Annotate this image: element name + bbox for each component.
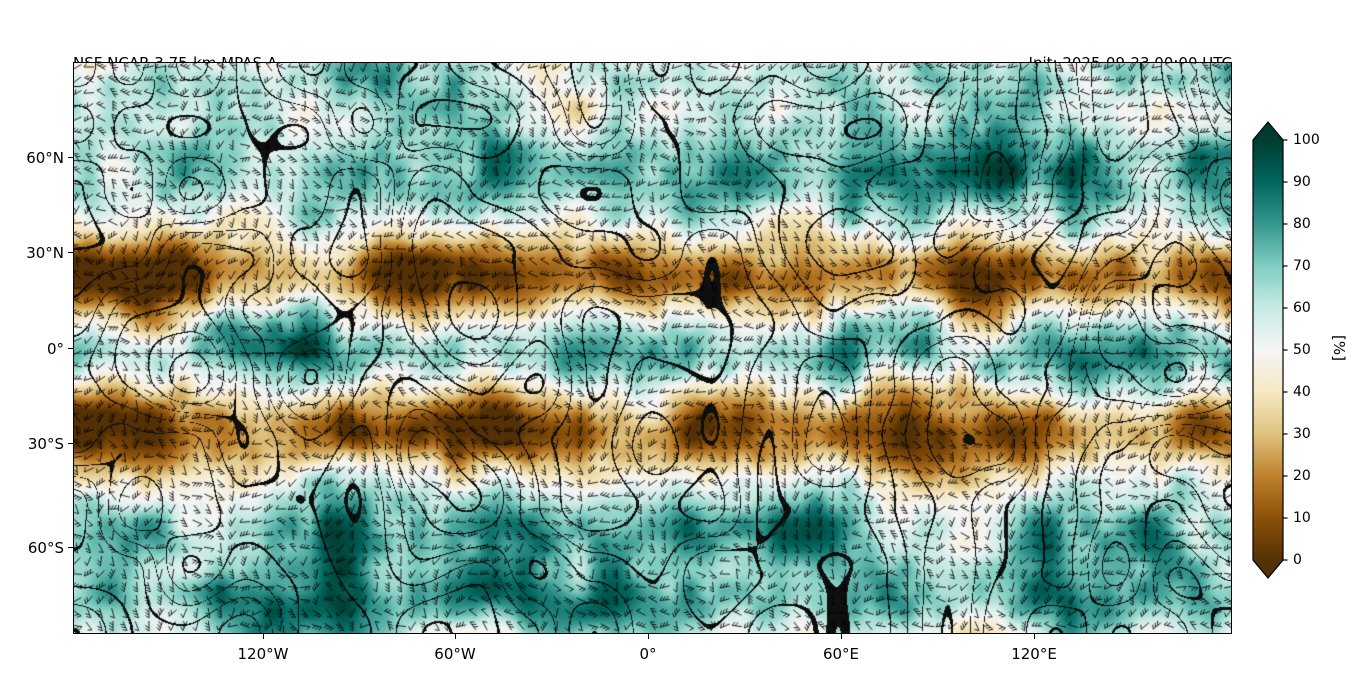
colorbar-tick-label: 80 xyxy=(1293,216,1311,232)
colorbar-tick-label: 10 xyxy=(1293,510,1311,526)
y-tick-mark xyxy=(68,443,73,444)
colorbar-tick-label: 20 xyxy=(1293,468,1311,484)
y-tick-mark xyxy=(68,252,73,253)
x-tick-mark xyxy=(841,634,842,639)
x-tick-label-60e: 60°E xyxy=(822,645,860,663)
x-tick-label-120w: 120°W xyxy=(237,645,289,663)
colorbar-gradient xyxy=(1252,121,1284,579)
x-tick-mark xyxy=(263,634,264,639)
y-tick-label-30n: 30°N xyxy=(26,244,64,262)
y-tick-mark xyxy=(68,348,73,349)
y-tick-mark xyxy=(68,547,73,548)
colorbar-tick-label: 40 xyxy=(1293,384,1311,400)
y-tick-label-0: 0° xyxy=(46,340,64,358)
y-tick-label-30s: 30°S xyxy=(27,435,64,453)
colorbar-tick-label: 60 xyxy=(1293,300,1311,316)
colorbar-tick-label: 30 xyxy=(1293,426,1311,442)
x-tick-label-120e: 120°E xyxy=(1011,645,1057,663)
x-tick-mark xyxy=(648,634,649,639)
colorbar-tick-label: 50 xyxy=(1293,342,1311,358)
map-canvas xyxy=(73,62,1232,634)
x-tick-mark xyxy=(455,634,456,639)
x-tick-label-0: 0° xyxy=(639,645,657,663)
colorbar-unit-label: [%] xyxy=(1329,335,1348,361)
colorbar-tick-label: 70 xyxy=(1293,258,1311,274)
colorbar-tick-marks xyxy=(1283,139,1288,561)
y-tick-mark xyxy=(68,157,73,158)
x-tick-mark xyxy=(1034,634,1035,639)
colorbar-tick-label: 0 xyxy=(1293,552,1302,568)
colorbar xyxy=(1252,121,1288,579)
y-tick-label-60s: 60°S xyxy=(27,539,64,557)
x-tick-label-60w: 60°W xyxy=(434,645,476,663)
colorbar-tick-label: 90 xyxy=(1293,174,1311,190)
colorbar-tick-label: 100 xyxy=(1293,132,1320,148)
y-tick-label-60n: 60°N xyxy=(26,149,64,167)
